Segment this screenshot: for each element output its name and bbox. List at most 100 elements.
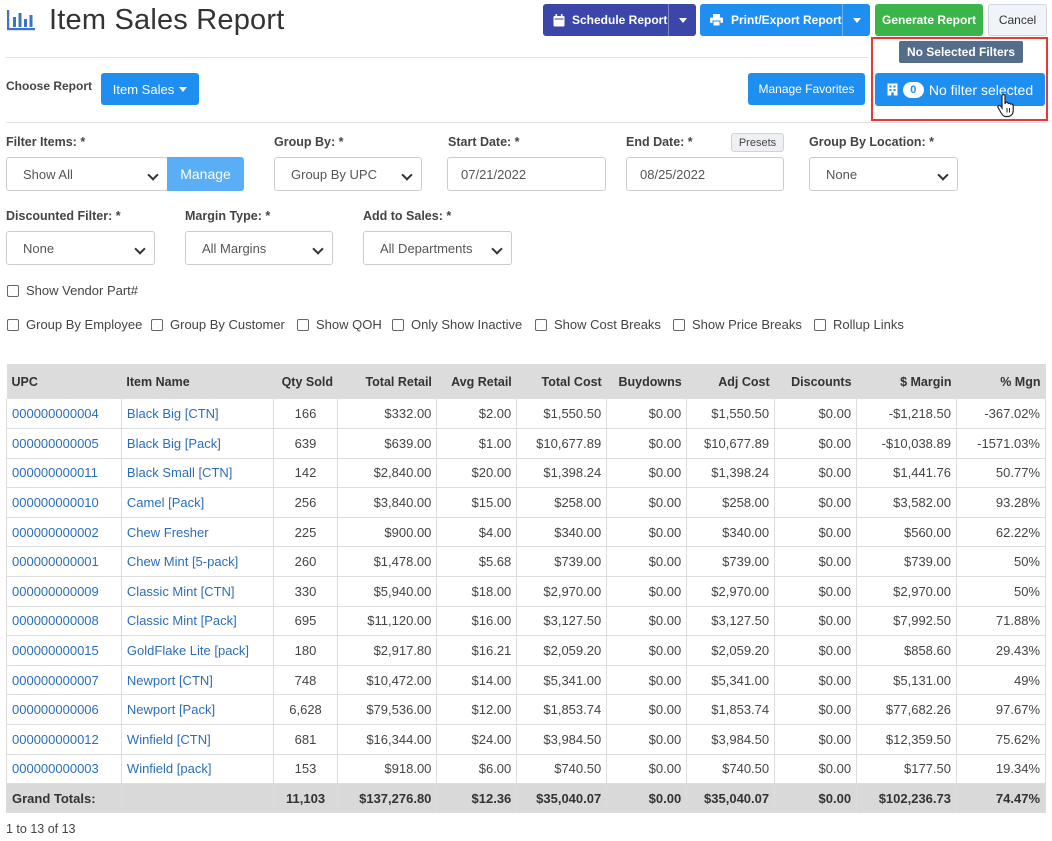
show-cost-breaks-checkbox[interactable]: Show Cost Breaks [535, 317, 661, 332]
column-header[interactable]: Discounts [774, 364, 857, 399]
column-header[interactable]: Qty Sold [273, 364, 338, 399]
show-price-breaks-checkbox[interactable]: Show Price Breaks [673, 317, 802, 332]
checkbox-box[interactable] [151, 318, 163, 331]
start-date-input[interactable]: 07/21/2022 [447, 157, 606, 191]
item-name-link[interactable]: Classic Mint [Pack] [121, 606, 274, 637]
show-vendor-part-checkbox[interactable]: Show Vendor Part# [7, 283, 138, 298]
filter-items-select[interactable]: Show All [6, 157, 168, 191]
avg-retail-cell: $24.00 [436, 724, 518, 755]
upc-link[interactable]: 000000000006 [6, 694, 122, 726]
margin-cell: $177.50 [856, 754, 957, 785]
checkbox-box[interactable] [673, 318, 685, 331]
show-qoh-label: Show QOH [316, 317, 382, 332]
schedule-dropdown-toggle[interactable] [668, 4, 696, 36]
cancel-button[interactable]: Cancel [988, 4, 1047, 36]
end-date-input[interactable]: 08/25/2022 [626, 157, 784, 191]
column-header[interactable]: % Mgn [956, 364, 1046, 399]
table-row: 000000000001 Chew Mint [5-pack] 260 $1,478.… [6, 546, 1047, 578]
add-to-sales-select[interactable]: All Departments [363, 231, 512, 265]
schedule-report-button[interactable]: Schedule Report [543, 4, 696, 36]
margin-cell: $560.00 [856, 517, 957, 548]
upc-link[interactable]: 000000000008 [6, 606, 122, 637]
margin-percent-cell: 71.88% [956, 606, 1047, 637]
upc-link[interactable]: 000000000012 [6, 724, 122, 755]
checkbox-box[interactable] [7, 284, 19, 297]
show-qoh-checkbox[interactable]: Show QOH [297, 317, 382, 332]
print-export-button[interactable]: Print/Export Report [700, 4, 870, 36]
upc-link[interactable]: 000000000010 [6, 487, 122, 518]
item-name-link[interactable]: GoldFlake Lite [pack] [121, 635, 274, 666]
totals-cell: 11,103 [273, 783, 339, 814]
qty-sold-cell: 6,628 [273, 694, 339, 726]
adj-cost-cell: $340.00 [686, 517, 776, 548]
checkbox-box[interactable] [814, 318, 826, 331]
report-type-value: Item Sales [112, 81, 175, 97]
column-header[interactable]: $ Margin [856, 364, 957, 399]
no-filter-selected-button[interactable]: 0 No filter selected [875, 73, 1045, 106]
only-show-inactive-checkbox[interactable]: Only Show Inactive [392, 317, 522, 332]
group-by-employee-label: Group By Employee [26, 317, 143, 332]
item-name-link[interactable]: Camel [Pack] [121, 487, 274, 518]
qty-sold-cell: 180 [273, 635, 339, 666]
column-header[interactable]: Buydowns [606, 364, 687, 399]
group-by-customer-checkbox[interactable]: Group By Customer [151, 317, 285, 332]
item-name-link[interactable]: Black Small [CTN] [121, 458, 274, 489]
total-cost-cell: $258.00 [516, 487, 608, 518]
buydowns-cell: $0.00 [606, 546, 688, 578]
add-to-sales-value: All Departments [380, 240, 473, 256]
discounts-cell: $0.00 [774, 428, 858, 459]
generate-report-button[interactable]: Generate Report [875, 4, 983, 36]
upc-link[interactable]: 000000000003 [6, 754, 122, 785]
upc-link[interactable]: 000000000005 [6, 428, 122, 459]
upc-link[interactable]: 000000000004 [6, 399, 122, 430]
upc-link[interactable]: 000000000011 [6, 458, 122, 489]
chevron-down-icon [678, 17, 687, 23]
filter-count-badge: 0 [902, 81, 924, 98]
upc-link[interactable]: 000000000007 [6, 665, 122, 696]
item-name-link[interactable]: Black Big [Pack] [121, 428, 274, 459]
manage-favorites-button[interactable]: Manage Favorites [748, 73, 865, 105]
column-header[interactable]: Total Cost [516, 364, 607, 399]
qty-sold-cell: 166 [273, 399, 339, 430]
group-by-employee-checkbox[interactable]: Group By Employee [7, 317, 142, 332]
margin-percent-cell: 29.43% [956, 635, 1047, 666]
group-by-select[interactable]: Group By UPC [274, 157, 422, 191]
checkbox-box[interactable] [392, 318, 404, 331]
item-name-link[interactable]: Classic Mint [CTN] [121, 576, 274, 607]
item-name-link[interactable]: Chew Mint [5-pack] [121, 546, 274, 578]
checkbox-box[interactable] [7, 318, 19, 331]
column-header[interactable]: UPC [6, 364, 122, 399]
total-retail-cell: $5,940.00 [337, 576, 438, 607]
report-type-dropdown[interactable]: Item Sales [101, 73, 199, 105]
rollup-links-checkbox[interactable]: Rollup Links [814, 317, 904, 332]
group-by-location-select[interactable]: None [809, 157, 958, 191]
column-header[interactable]: Total Retail [337, 364, 437, 399]
column-header[interactable]: Avg Retail [436, 364, 517, 399]
checkbox-box[interactable] [297, 318, 309, 331]
discounted-filter-select[interactable]: None [6, 231, 155, 265]
item-name-link[interactable]: Newport [Pack] [121, 694, 274, 726]
checkbox-box[interactable] [535, 318, 547, 331]
item-name-link[interactable]: Winfield [CTN] [121, 724, 274, 755]
item-name-link[interactable]: Winfield [pack] [121, 754, 274, 785]
upc-link[interactable]: 000000000015 [6, 635, 122, 666]
header-divider [6, 57, 868, 58]
upc-link[interactable]: 000000000002 [6, 517, 122, 548]
table-row: 000000000015 GoldFlake Lite [pack] 180 $2,9… [6, 635, 1047, 666]
column-header[interactable]: Item Name [121, 364, 274, 399]
adj-cost-cell: $3,127.50 [686, 606, 776, 637]
qty-sold-cell: 748 [273, 665, 339, 696]
adj-cost-cell: $5,341.00 [686, 665, 776, 696]
print-dropdown-toggle[interactable] [842, 4, 870, 36]
table-body: 000000000004 Black Big [CTN] 166 $332.00 $2.… [6, 399, 1047, 785]
upc-link[interactable]: 000000000009 [6, 576, 122, 607]
item-name-link[interactable]: Newport [CTN] [121, 665, 274, 696]
item-name-link[interactable]: Black Big [CTN] [121, 399, 274, 430]
manage-filter-items-button[interactable]: Manage [167, 157, 244, 191]
item-name-link[interactable]: Chew Fresher [121, 517, 274, 548]
margin-type-select[interactable]: All Margins [185, 231, 333, 265]
presets-button[interactable]: Presets [731, 133, 784, 152]
upc-link[interactable]: 000000000001 [6, 546, 122, 578]
discounts-cell: $0.00 [774, 458, 858, 489]
column-header[interactable]: Adj Cost [686, 364, 775, 399]
